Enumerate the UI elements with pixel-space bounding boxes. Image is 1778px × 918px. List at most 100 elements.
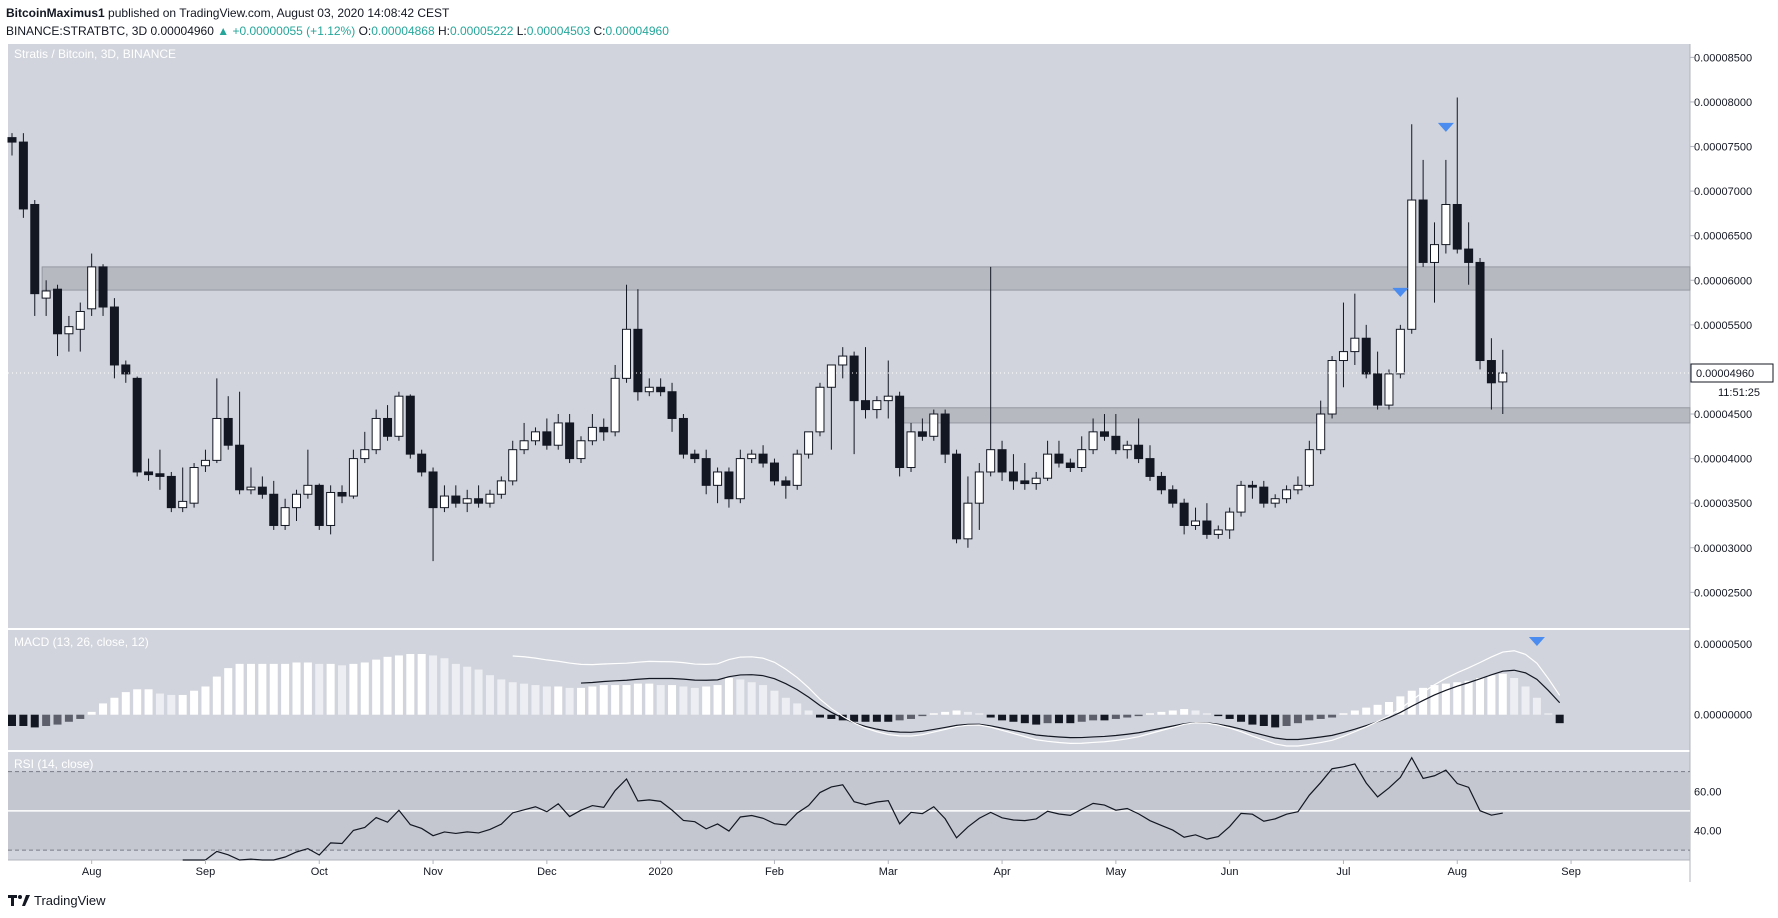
candle[interactable] <box>200 449 210 472</box>
candle[interactable] <box>326 485 336 535</box>
candle[interactable] <box>1134 418 1144 464</box>
candle[interactable] <box>41 280 51 316</box>
candle[interactable] <box>1441 159 1451 254</box>
candle[interactable] <box>75 302 85 352</box>
candle[interactable] <box>394 391 404 441</box>
candle[interactable] <box>303 449 313 499</box>
candle[interactable] <box>1464 222 1474 285</box>
candle[interactable] <box>405 394 415 459</box>
candle[interactable] <box>713 467 723 504</box>
candle[interactable] <box>986 266 996 477</box>
candle[interactable] <box>383 405 393 441</box>
candle[interactable] <box>474 485 484 508</box>
candle[interactable] <box>1008 454 1018 490</box>
candle[interactable] <box>30 200 40 316</box>
candle[interactable] <box>1452 97 1462 254</box>
candle[interactable] <box>1327 356 1337 419</box>
tradingview-brand[interactable]: TradingView <box>34 892 106 908</box>
candle[interactable] <box>599 418 609 441</box>
candle[interactable] <box>1031 471 1041 490</box>
candle[interactable] <box>1122 440 1132 459</box>
candle[interactable] <box>87 253 97 316</box>
candle[interactable] <box>189 463 199 508</box>
candle[interactable] <box>257 476 267 499</box>
candle[interactable] <box>690 449 700 464</box>
candle[interactable] <box>1168 485 1178 508</box>
candle[interactable] <box>508 440 518 486</box>
candle[interactable] <box>18 133 28 218</box>
candle[interactable] <box>542 418 552 450</box>
candle[interactable] <box>155 449 165 490</box>
candle[interactable] <box>1145 445 1155 481</box>
candle[interactable] <box>997 440 1007 481</box>
candle[interactable] <box>1304 440 1314 488</box>
candle[interactable] <box>1225 507 1235 539</box>
candle[interactable] <box>64 315 74 352</box>
candle[interactable] <box>371 409 381 455</box>
candle[interactable] <box>1156 471 1166 495</box>
candle[interactable] <box>895 391 905 477</box>
resistance-zone-1[interactable] <box>895 407 1691 424</box>
candle[interactable] <box>530 427 540 446</box>
candle[interactable] <box>1486 338 1496 410</box>
candle[interactable] <box>451 485 461 508</box>
candle[interactable] <box>1088 418 1098 455</box>
candle[interactable] <box>747 449 757 464</box>
candle[interactable] <box>565 414 575 464</box>
candle[interactable] <box>917 418 927 441</box>
candle[interactable] <box>1350 293 1360 365</box>
candle[interactable] <box>7 133 17 156</box>
candle[interactable] <box>121 360 131 383</box>
candle[interactable] <box>1099 414 1109 441</box>
candle[interactable] <box>849 351 859 455</box>
candle[interactable] <box>1179 498 1189 535</box>
candle[interactable] <box>166 471 176 513</box>
candle[interactable] <box>792 449 802 490</box>
candle[interactable] <box>587 414 597 446</box>
candle[interactable] <box>1418 159 1428 267</box>
candle[interactable] <box>724 467 734 508</box>
candle[interactable] <box>417 449 427 477</box>
candle[interactable] <box>98 264 108 316</box>
candle[interactable] <box>758 445 768 468</box>
candle[interactable] <box>940 409 950 464</box>
candle[interactable] <box>1202 503 1212 539</box>
candle[interactable] <box>861 347 870 419</box>
candle[interactable] <box>553 414 563 450</box>
candle[interactable] <box>439 485 449 513</box>
candle[interactable] <box>462 489 472 513</box>
candle[interactable] <box>1338 302 1348 388</box>
candle[interactable] <box>781 476 791 499</box>
candle[interactable] <box>1065 458 1075 472</box>
candle[interactable] <box>1361 324 1371 379</box>
candle[interactable] <box>735 449 745 504</box>
candle[interactable] <box>1191 507 1201 530</box>
candle[interactable] <box>952 449 962 544</box>
candle[interactable] <box>838 347 848 379</box>
candle[interactable] <box>144 458 154 481</box>
candle[interactable] <box>1077 436 1087 472</box>
candle[interactable] <box>1384 369 1394 410</box>
candle[interactable] <box>963 476 973 548</box>
candle[interactable] <box>235 391 245 495</box>
candle[interactable] <box>348 449 358 499</box>
candle[interactable] <box>1430 222 1439 303</box>
candle[interactable] <box>212 378 222 464</box>
candle[interactable] <box>622 284 632 383</box>
candle[interactable] <box>1111 414 1121 455</box>
candle[interactable] <box>1270 494 1280 508</box>
candle[interactable] <box>667 382 677 432</box>
candle[interactable] <box>678 414 688 459</box>
candle[interactable] <box>701 449 711 495</box>
candle[interactable] <box>178 467 188 513</box>
candle[interactable] <box>1475 257 1485 370</box>
candle[interactable] <box>804 431 814 459</box>
candle[interactable] <box>485 489 495 508</box>
candle[interactable] <box>1020 463 1030 490</box>
candle[interactable] <box>1054 440 1064 468</box>
candle[interactable] <box>769 458 779 486</box>
candle[interactable] <box>314 483 324 530</box>
candle[interactable] <box>872 396 882 419</box>
candle[interactable] <box>1407 124 1417 334</box>
